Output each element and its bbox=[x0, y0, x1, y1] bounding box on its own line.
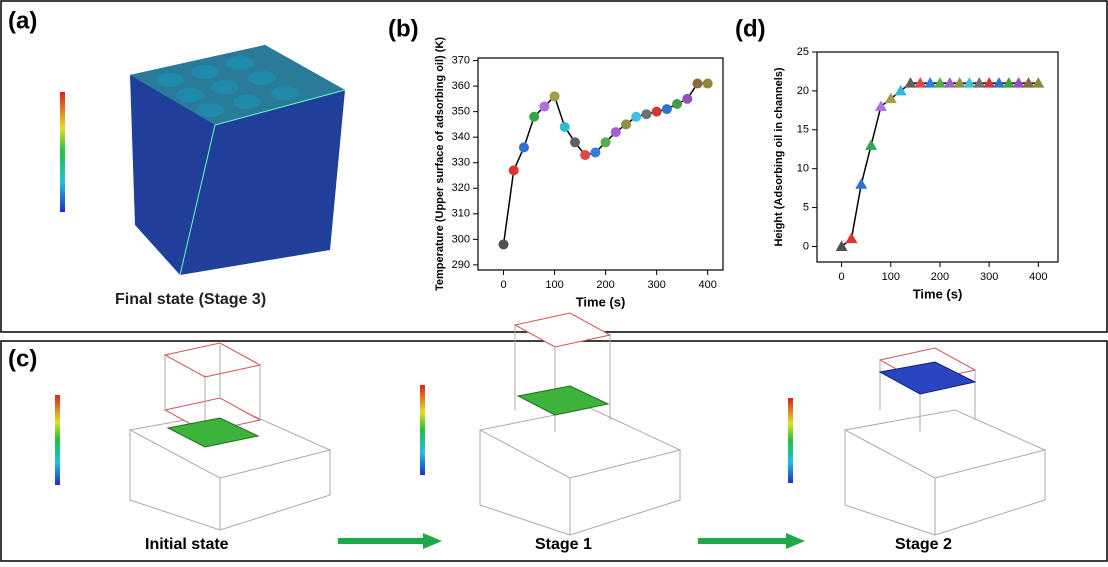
y-tick-label: 25 bbox=[797, 46, 809, 58]
data-point bbox=[983, 77, 996, 88]
data-point bbox=[600, 137, 611, 148]
y-tick-label: 10 bbox=[797, 163, 809, 175]
y-tick-label: 20 bbox=[797, 85, 809, 97]
y-tick-label: 310 bbox=[452, 208, 470, 220]
arrow bbox=[338, 533, 805, 549]
data-point bbox=[992, 77, 1005, 88]
panel-label: (c) bbox=[8, 345, 37, 372]
y-tick-label: 0 bbox=[803, 240, 809, 252]
data-point bbox=[569, 137, 580, 148]
plot-frame bbox=[477, 57, 724, 271]
data-point bbox=[498, 239, 509, 250]
data-point bbox=[904, 77, 917, 88]
caption: Stage 2 bbox=[895, 536, 952, 553]
x-tick-label: 0 bbox=[500, 279, 506, 291]
data-point bbox=[621, 119, 632, 130]
caption: Stage 1 bbox=[535, 536, 592, 553]
data-point bbox=[590, 147, 601, 158]
data-point bbox=[539, 101, 550, 112]
data-point bbox=[651, 106, 662, 117]
simulation-stages bbox=[55, 312, 1047, 536]
data-point bbox=[529, 111, 540, 122]
data-point bbox=[835, 240, 848, 251]
data-line bbox=[841, 82, 1039, 248]
data-point bbox=[682, 93, 693, 104]
simulation-image: Final state (Stage 3) bbox=[60, 45, 346, 308]
data-point bbox=[1022, 77, 1035, 88]
data-point bbox=[702, 78, 713, 89]
y-tick-label: 300 bbox=[452, 233, 470, 245]
panel-label: (a) bbox=[8, 7, 37, 34]
x-tick-label: 300 bbox=[980, 271, 998, 283]
data-point bbox=[549, 91, 560, 102]
y-tick-label: 330 bbox=[452, 157, 470, 169]
data-point bbox=[894, 84, 907, 96]
caption: Initial state bbox=[145, 536, 229, 553]
x-tick-label: 400 bbox=[699, 279, 717, 291]
y-tick-label: 370 bbox=[452, 54, 470, 66]
data-point bbox=[884, 92, 897, 104]
caption: Final state (Stage 3) bbox=[115, 291, 266, 308]
x-tick-label: 100 bbox=[882, 271, 900, 283]
data-point bbox=[1032, 77, 1045, 88]
data-point bbox=[692, 78, 703, 89]
y-tick-label: 15 bbox=[797, 124, 809, 136]
data-point bbox=[1012, 77, 1025, 88]
data-point bbox=[963, 77, 976, 88]
data-point bbox=[641, 109, 652, 120]
data-point bbox=[943, 77, 956, 88]
data-point bbox=[874, 100, 887, 111]
x-tick-label: 300 bbox=[647, 279, 665, 291]
data-point bbox=[672, 98, 683, 109]
x-tick-label: 200 bbox=[931, 271, 949, 283]
x-tick-label: 100 bbox=[545, 279, 563, 291]
data-point bbox=[865, 139, 878, 150]
data-point bbox=[661, 104, 672, 115]
y-tick-label: 290 bbox=[452, 259, 470, 271]
data-point bbox=[1002, 77, 1015, 88]
data-point bbox=[508, 165, 519, 176]
data-point bbox=[933, 77, 946, 88]
y-tick-label: 320 bbox=[452, 182, 470, 194]
panel-label: (b) bbox=[388, 15, 419, 42]
x-tick-label: 0 bbox=[839, 271, 845, 283]
y-axis-label: Temperature (Upper surface of adsorbing … bbox=[434, 37, 446, 291]
data-point bbox=[610, 127, 621, 138]
data-point bbox=[914, 77, 927, 88]
panel-label: (d) bbox=[735, 15, 766, 42]
data-point bbox=[924, 77, 937, 88]
y-tick-label: 360 bbox=[452, 80, 470, 92]
data-point bbox=[518, 142, 529, 153]
data-point bbox=[973, 77, 986, 88]
data-point bbox=[559, 121, 570, 132]
x-axis-label: Time (s) bbox=[576, 294, 626, 309]
data-point bbox=[580, 150, 591, 161]
data-point bbox=[631, 111, 642, 122]
x-tick-label: 400 bbox=[1029, 271, 1047, 283]
y-axis-label: Height (Adsorbing oil in channels) bbox=[773, 67, 785, 246]
x-tick-label: 200 bbox=[596, 279, 614, 291]
y-tick-label: 350 bbox=[452, 106, 470, 118]
y-tick-label: 5 bbox=[803, 201, 809, 213]
data-point bbox=[845, 232, 858, 244]
x-axis-label: Time (s) bbox=[913, 286, 963, 301]
y-tick-label: 340 bbox=[452, 131, 470, 143]
data-point bbox=[953, 77, 966, 88]
plot-frame bbox=[816, 51, 1059, 263]
data-point bbox=[855, 178, 868, 189]
